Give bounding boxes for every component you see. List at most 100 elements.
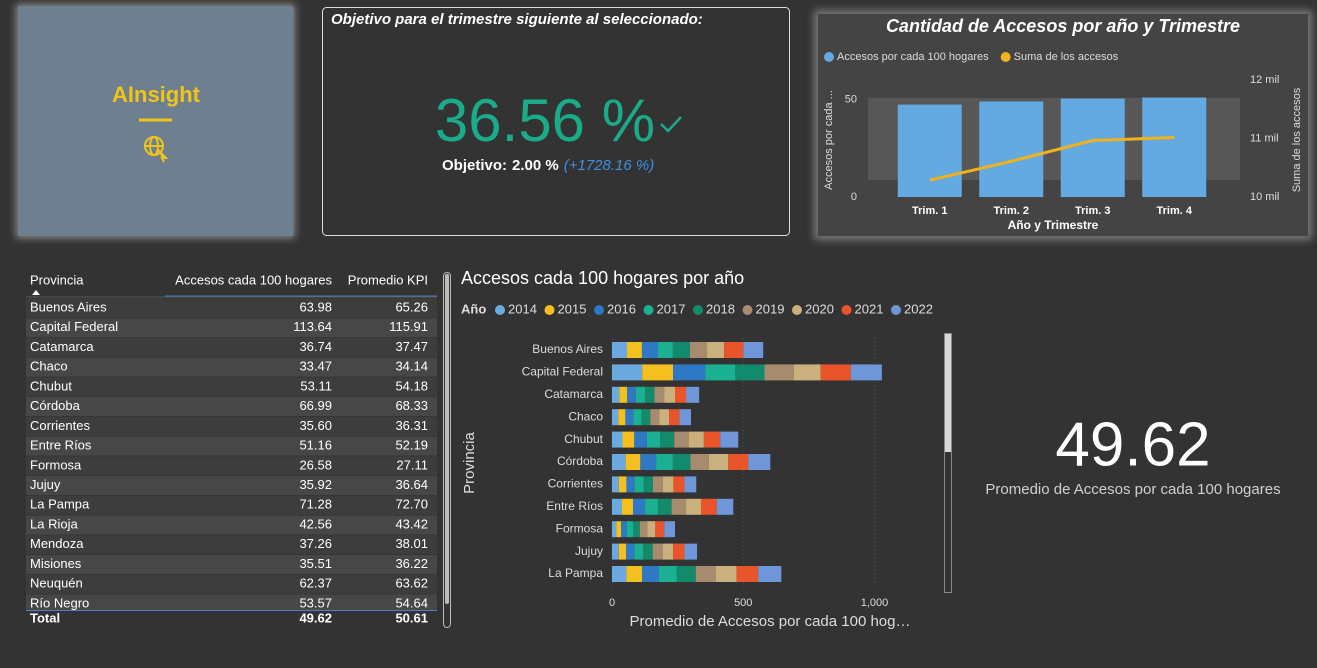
y-tick-label: Corrientes	[548, 477, 603, 491]
table-scrollbar[interactable]	[443, 272, 451, 628]
kpi-goal-line: Objetivo: 2.00 % (+1728.16 %)	[442, 157, 654, 174]
chart-scrollbar[interactable]	[944, 333, 952, 593]
legend-label: 2020	[805, 301, 834, 316]
y2-tick-label: 10 mil	[1250, 191, 1279, 203]
sort-arrow	[32, 290, 40, 295]
y-tick-label: La Pampa	[548, 566, 603, 580]
y-tick-label: Entre Ríos	[546, 499, 603, 513]
bar-segment	[672, 454, 691, 470]
bar-segment	[715, 566, 737, 582]
bar-segment	[658, 566, 677, 582]
bar-segment	[643, 476, 653, 493]
table-row-bg	[26, 476, 437, 496]
x-tick-label: 500	[734, 597, 752, 609]
chart-scrollbar-thumb[interactable]	[945, 334, 951, 452]
logo-icon	[144, 136, 169, 163]
table-header[interactable]: Promedio KPI	[348, 272, 428, 287]
bar-segment	[643, 543, 653, 560]
legend-marker	[891, 305, 901, 315]
bar-segment	[654, 386, 665, 403]
x-axis-title: Año y Trimestre	[1008, 218, 1099, 232]
bar-segment	[664, 521, 675, 538]
table-cell: 115.91	[389, 319, 428, 334]
bar-segment	[688, 431, 704, 448]
bar-segment	[634, 543, 644, 560]
bar-segment	[641, 342, 658, 358]
bar-segment	[612, 431, 623, 448]
bar-segment	[621, 498, 633, 515]
table-cell: 36.74	[299, 339, 332, 354]
table-cell: La Rioja	[30, 516, 78, 531]
table-cell: 27.11	[396, 457, 428, 472]
y-tick-label: 0	[851, 191, 857, 203]
bar-segment	[626, 521, 633, 538]
bar-segment	[705, 364, 736, 381]
y-tick-label: Jujuy	[575, 544, 603, 558]
table-row-bg	[26, 318, 437, 338]
x-axis-title: Promedio de Accesos por cada 100 hog…	[629, 613, 910, 630]
table-cell: Chaco	[30, 359, 68, 374]
table-cell: Entre Ríos	[30, 438, 92, 453]
table-scrollbar-thumb[interactable]	[445, 274, 449, 604]
kpi-panel	[322, 7, 790, 236]
table-row-bg	[26, 594, 437, 614]
bar-segment	[625, 409, 634, 426]
table-cell: Jujuy	[30, 477, 61, 492]
bar-segment	[820, 364, 851, 381]
bar-segment	[634, 431, 647, 448]
bar-segment	[627, 386, 636, 403]
table-cell: 37.26	[299, 536, 332, 551]
table-cell: 63.98	[299, 299, 332, 314]
table-cell: 35.60	[299, 418, 332, 433]
table-cell: 54.64	[395, 595, 428, 610]
legend-marker	[792, 305, 802, 315]
kpi-title: Objetivo para el trimestre siguiente al …	[331, 11, 703, 28]
bar-segment	[652, 543, 663, 560]
table-row-bg	[26, 554, 437, 574]
table-cell: Neuquén	[30, 576, 83, 591]
table-row-bg	[26, 436, 437, 456]
bar-segment	[612, 521, 617, 538]
table-row-bg	[26, 416, 437, 436]
bar-segment	[645, 386, 655, 403]
y-tick-label: Chubut	[564, 432, 603, 446]
table-cell: 42.56	[299, 516, 332, 531]
bar-segment	[664, 386, 675, 403]
bar-segment	[647, 521, 656, 538]
table-cell: 38.01	[395, 536, 428, 551]
bar-segment	[674, 431, 689, 448]
table-cell: Córdoba	[30, 398, 81, 413]
table-cell: Corrientes	[30, 418, 90, 433]
table-cell: La Pampa	[30, 497, 90, 512]
bar-segment	[735, 364, 765, 381]
bar-segment	[673, 543, 685, 560]
x-tick-label: Trim. 1	[912, 205, 947, 217]
bar-segment	[707, 342, 725, 358]
bar-segment	[640, 454, 657, 470]
bar-segment	[764, 364, 794, 381]
bar-segment	[657, 498, 672, 515]
bar-segment	[635, 386, 646, 403]
bar-segment	[626, 543, 635, 560]
bar-segment	[669, 409, 680, 426]
bar-segment	[743, 342, 764, 358]
table-cell: Mendoza	[30, 536, 84, 551]
bar-segment	[626, 342, 642, 358]
bar-segment	[675, 386, 687, 403]
bar-segment	[758, 566, 782, 582]
bar-segment	[619, 386, 628, 403]
table-header[interactable]: Accesos cada 100 hogares	[175, 272, 332, 287]
table-cell: 52.19	[395, 438, 428, 453]
table-cell: 54.18	[395, 378, 428, 393]
y2-axis-title: Suma de los accesos	[1291, 87, 1303, 192]
table-cell: Capital Federal	[30, 319, 118, 334]
legend-title: Año	[461, 301, 486, 316]
table-header[interactable]: Provincia	[30, 272, 84, 287]
table-cell: 36.31	[395, 418, 428, 433]
table-cell: 43.42	[395, 516, 428, 531]
bar-segment	[656, 454, 673, 470]
table-cell: 26.58	[299, 457, 332, 472]
y-tick-label: Formosa	[556, 521, 604, 535]
table-cell: 72.70	[395, 497, 428, 512]
bar-segment	[639, 521, 648, 538]
